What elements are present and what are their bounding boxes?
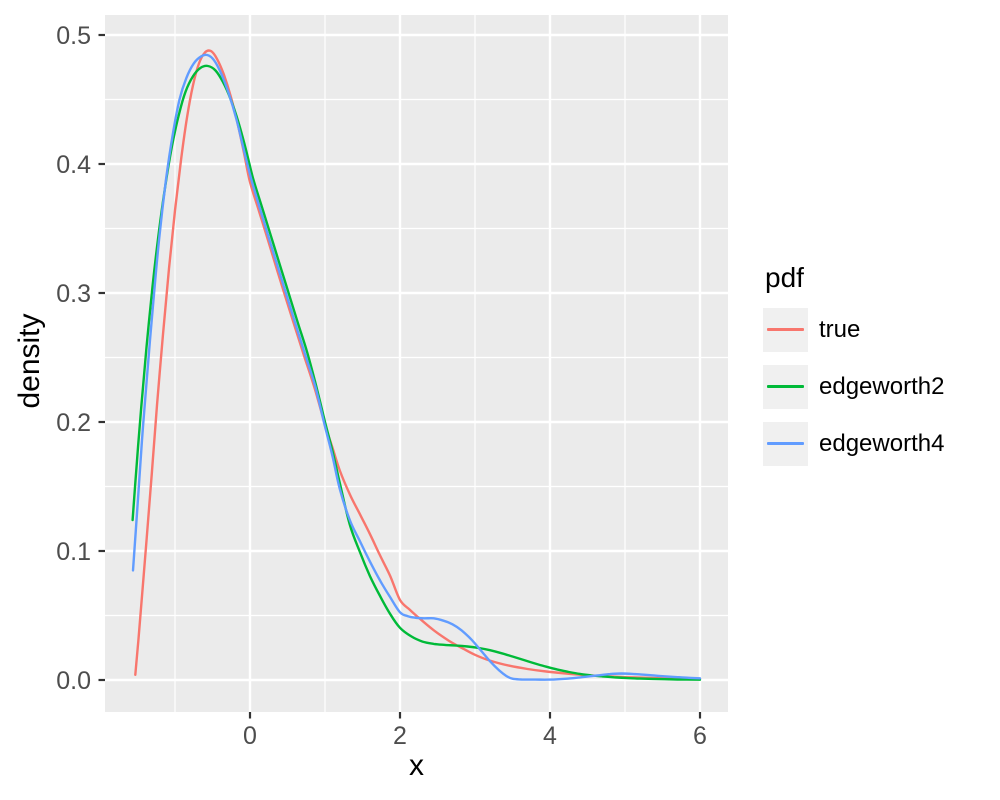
y-tick-label: 0.3 xyxy=(56,280,91,308)
legend-key-edgeworth2 xyxy=(763,365,808,409)
legend-key-true xyxy=(763,308,808,352)
legend-line-icon-edgeworth2 xyxy=(767,385,804,388)
legend-key-edgeworth4 xyxy=(763,422,808,466)
legend-item-edgeworth2: edgeworth2 xyxy=(763,365,944,409)
x-tick-label: 4 xyxy=(543,722,557,750)
x-tick-label: 6 xyxy=(693,722,707,750)
x-tick-label: 2 xyxy=(393,722,407,750)
series-path-edgeworth4 xyxy=(131,53,702,681)
series-group xyxy=(131,49,702,681)
legend-label-edgeworth2: edgeworth2 xyxy=(819,373,945,400)
panel-background xyxy=(105,15,728,712)
y-axis-title: density xyxy=(13,313,46,409)
legend-item-true: true xyxy=(763,308,944,352)
legend-label-true: true xyxy=(819,316,861,343)
legend: pdf true edgeworth2 edgeworth4 xyxy=(763,262,944,479)
legend-line-icon-edgeworth4 xyxy=(767,442,804,445)
x-tick-label: 0 xyxy=(243,722,257,750)
legend-item-edgeworth4: edgeworth4 xyxy=(763,422,944,466)
series-path-true xyxy=(134,49,702,680)
y-tick-label: 0.2 xyxy=(56,409,91,437)
legend-line-icon-true xyxy=(767,328,804,331)
x-axis-title: x xyxy=(409,749,424,782)
series-path-edgeworth2 xyxy=(131,64,702,681)
legend-title: pdf xyxy=(765,262,804,293)
legend-label-edgeworth4: edgeworth4 xyxy=(819,430,945,457)
y-tick-label: 0.0 xyxy=(56,667,91,695)
y-tick-label: 0.1 xyxy=(56,538,91,566)
y-tick-label: 0.5 xyxy=(56,22,91,50)
y-tick-label: 0.4 xyxy=(56,151,91,179)
